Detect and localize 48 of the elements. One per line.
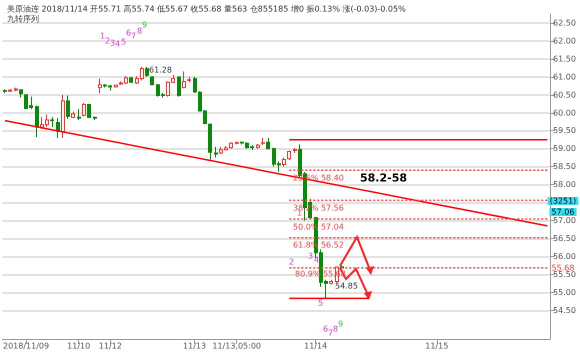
y-tick-label: 54.50 — [553, 306, 576, 315]
annotation: 58.2-58 — [360, 172, 408, 184]
text: 57.06 — [552, 208, 574, 216]
y-tick-label: 58.50 — [553, 162, 576, 172]
y-tick-label: 61.00 — [553, 72, 576, 82]
y-tick-label: 58.00 — [553, 180, 576, 190]
annotation: 6 — [323, 324, 328, 334]
annotation: 9 — [142, 20, 148, 30]
y-tick-label: 62.00 — [553, 36, 576, 46]
annotation: 54.85 — [335, 282, 358, 290]
annotation: 1 — [100, 32, 106, 40]
annotation: 61.28 — [149, 66, 172, 74]
y-tick-label: 62.50 — [553, 18, 576, 28]
annotation: 6 — [126, 28, 132, 38]
annotation: 8 — [137, 26, 142, 36]
x-tick-label: 11/10 — [67, 342, 90, 350]
y-tick-label: 57.00 — [553, 216, 576, 225]
annotation: 3 — [110, 38, 116, 48]
x-tick-label: 11/13,05:00 — [212, 342, 262, 350]
y-tick-label: 56.00 — [553, 252, 576, 261]
x-tick-label: 11/15 — [425, 342, 448, 350]
x-tick-label: 11/12 — [98, 342, 122, 350]
y-tick-label: 56.50 — [553, 234, 576, 243]
text: 55.68 — [552, 264, 574, 272]
annotation: 9 — [338, 320, 344, 328]
chart-title: 美原油连 2018/11/14 开55.71 高55.74 低55.67 收55.68 量563 仓855185 增0 振0.13% 涨(-0.03)-0.05% — [7, 4, 406, 14]
chart-subtitle: 九转序列 — [7, 14, 39, 24]
annotation: 5 — [318, 298, 324, 308]
annotation: 5 — [121, 38, 126, 46]
y-tick-label: 60.50 — [553, 90, 576, 100]
y-tick-label: 55.00 — [553, 288, 576, 297]
y-tick-label: 61.50 — [553, 54, 576, 64]
annotation: 7 — [328, 328, 334, 338]
y-tick-label: 55.50 — [553, 270, 576, 279]
y-tick-label: 59.00 — [553, 144, 576, 154]
x-tick-label: 2018/11/09 — [3, 342, 50, 350]
y-tick-label: 59.50 — [553, 126, 576, 136]
annotation: 2 — [289, 258, 294, 266]
annotation: 7 — [131, 32, 136, 40]
annotation: 3 — [308, 252, 314, 260]
annotation: 4 — [314, 256, 320, 264]
annotation: (3251) — [550, 196, 576, 206]
annotation: 4 — [115, 40, 120, 48]
x-tick-label: 11/13 — [183, 342, 206, 350]
annotation: 2 — [105, 36, 110, 46]
annotation: 8 — [333, 324, 338, 334]
x-tick-label: 11/14 — [304, 342, 328, 350]
y-tick-label: 60.00 — [553, 108, 576, 118]
